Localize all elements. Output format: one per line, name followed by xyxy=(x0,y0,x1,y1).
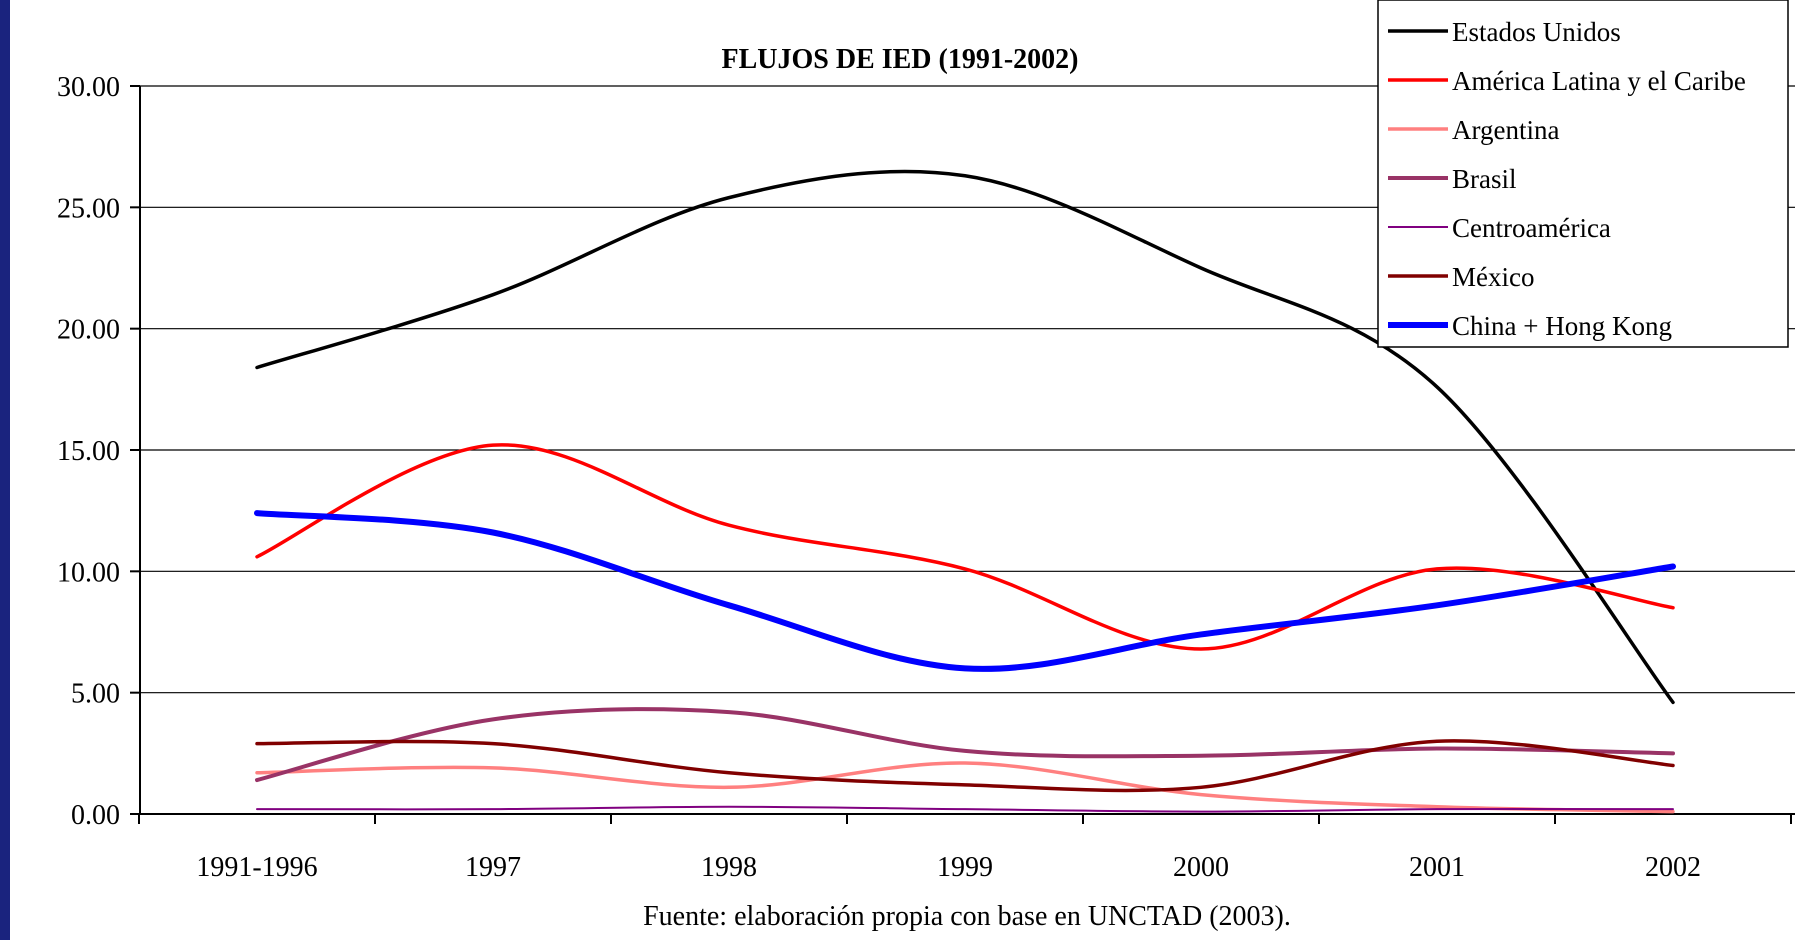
series-line-am-rica-latina-y-el-caribe xyxy=(255,443,1675,651)
y-tick-labels: 0.00 5.00 10.00 15.00 20.00 25.00 30.00 xyxy=(57,72,120,831)
series-line-centroam-rica xyxy=(256,805,1674,813)
legend-label: México xyxy=(1452,262,1534,292)
legend-label: Argentina xyxy=(1452,115,1559,145)
y-tick-label: 15.00 xyxy=(57,436,120,467)
source-note: Fuente: elaboración propia con base en U… xyxy=(643,901,1291,932)
series-line-argentina xyxy=(255,761,1675,814)
x-tick-label: 2001 xyxy=(1409,852,1465,883)
legend-label: Brasil xyxy=(1452,164,1517,194)
legend-label: China + Hong Kong xyxy=(1452,311,1672,341)
series-line-estados-unidos xyxy=(255,169,1675,705)
legend-box xyxy=(1377,0,1789,348)
axes xyxy=(139,86,1795,815)
series-line-china-hong-kong xyxy=(254,510,1676,672)
x-tick-label: 2002 xyxy=(1645,852,1701,883)
x-tick-label: 1991-1996 xyxy=(196,852,317,883)
x-tick-label: 1999 xyxy=(937,852,993,883)
series-line-m-xico xyxy=(255,739,1675,793)
series-lines xyxy=(254,169,1676,814)
y-tick-label: 25.00 xyxy=(57,193,120,224)
legend-label: Estados Unidos xyxy=(1452,17,1621,47)
y-tick-label: 30.00 xyxy=(57,72,120,103)
y-tick-label: 5.00 xyxy=(71,679,120,710)
x-tick-labels: 1991-1996 1997 1998 1999 2000 2001 2002 xyxy=(138,814,1792,883)
legend: Estados Unidos América Latina y el Caribe… xyxy=(1377,0,1789,348)
x-tick-label: 1997 xyxy=(465,852,521,883)
y-tick-label: 0.00 xyxy=(71,800,120,831)
x-tick-label: 2000 xyxy=(1173,852,1229,883)
legend-label: América Latina y el Caribe xyxy=(1452,66,1746,96)
chart-title: FLUJOS DE IED (1991-2002) xyxy=(721,44,1078,75)
series-line-brasil xyxy=(255,707,1675,783)
y-tick-label: 20.00 xyxy=(57,315,120,346)
legend-label: Centroamérica xyxy=(1452,213,1611,243)
y-tick-label: 10.00 xyxy=(57,557,120,588)
x-tick-label: 1998 xyxy=(701,852,757,883)
